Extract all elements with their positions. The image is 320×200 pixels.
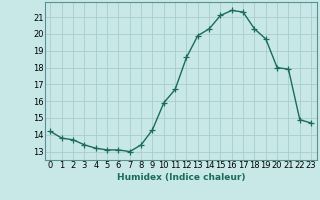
X-axis label: Humidex (Indice chaleur): Humidex (Indice chaleur) — [116, 173, 245, 182]
